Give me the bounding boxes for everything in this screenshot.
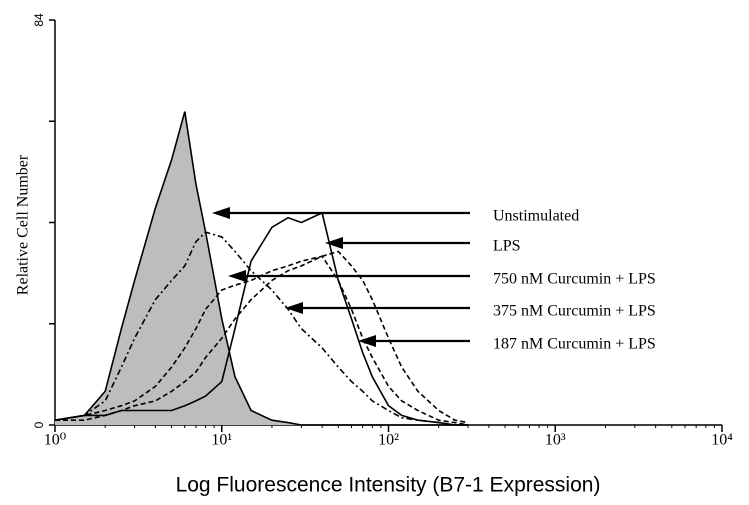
y-tick-label: 0 [32, 421, 46, 428]
histogram-line [55, 250, 469, 424]
histogram-line [54, 231, 469, 426]
histogram-line [54, 111, 469, 426]
x-tick-label: 10² [378, 432, 399, 449]
annotation-label: 750 nM Curcumin + LPS [493, 271, 656, 288]
y-tick-label: 84 [32, 13, 46, 27]
arrow-head [325, 237, 343, 249]
arrow-head [228, 270, 246, 282]
histogram-line [54, 211, 469, 426]
annotation-label: 375 nM Curcumin + LPS [493, 303, 656, 320]
x-tick-label: 10¹ [211, 432, 232, 449]
arrow-head [358, 335, 376, 347]
arrow-head [285, 302, 303, 314]
x-tick-label: 10⁴ [711, 432, 733, 449]
x-axis-label: Log Fluorescence Intensity (B7-1 Express… [176, 474, 601, 497]
histogram-area [55, 111, 469, 425]
histogram-line [54, 255, 469, 426]
annotation-label: LPS [493, 238, 521, 255]
x-tick-label: 10⁰ [44, 432, 66, 449]
x-tick-label: 10³ [545, 432, 566, 449]
arrow-head [212, 207, 230, 219]
annotation-label: Unstimulated [493, 208, 579, 225]
annotation-label: 187 nM Curcumin + LPS [493, 336, 656, 353]
y-axis-label: Relative Cell Number [15, 154, 32, 295]
